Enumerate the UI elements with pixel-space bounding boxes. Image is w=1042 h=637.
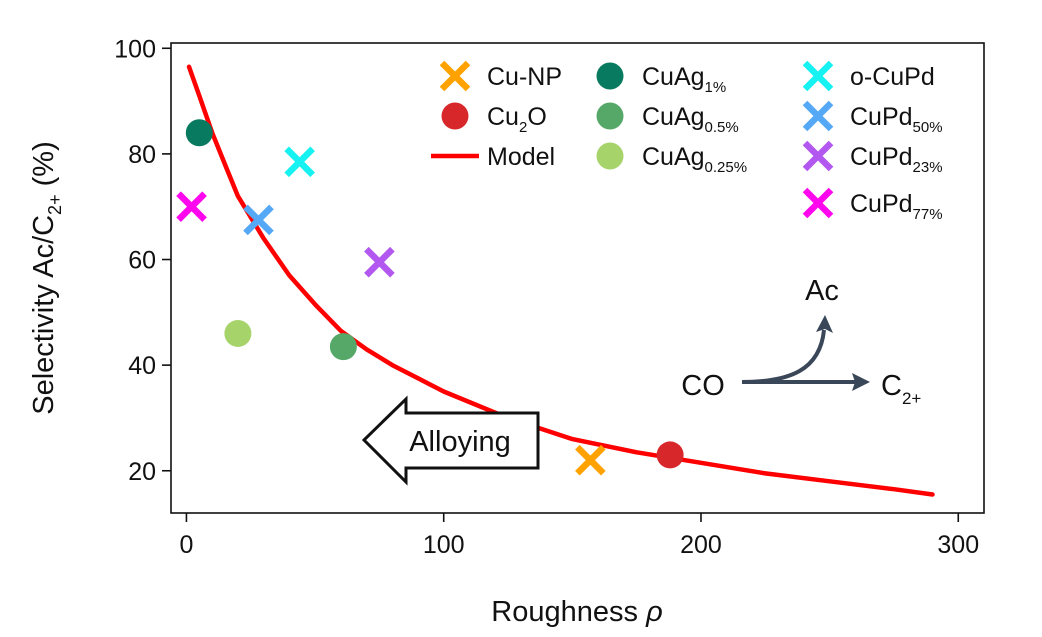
legend-marker-circle <box>596 142 624 170</box>
reaction-c2-label: C2+ <box>881 370 921 408</box>
legend-marker-circle <box>441 102 469 130</box>
reaction-arrow-up <box>741 329 826 384</box>
legend-item: CuAg0.25% <box>596 142 747 176</box>
annotations: Alloying CO Ac C2+ <box>361 275 921 486</box>
alloying-arrow <box>361 395 540 486</box>
data-point-cu2o <box>656 441 684 469</box>
model-curve <box>186 64 935 497</box>
legend-item: o-CuPd <box>802 60 935 92</box>
legend-label: CuPd50% <box>850 103 943 136</box>
plot-frame <box>170 42 985 514</box>
legend-marker-x <box>439 60 471 92</box>
legend-marker-x <box>802 140 834 172</box>
legend-label: CuAg0.5% <box>642 103 739 136</box>
legend-label: CuAg0.25% <box>642 143 747 176</box>
reaction-arrowhead-up <box>816 315 833 333</box>
x-tick-label: 200 <box>680 531 722 559</box>
x-axis-label: Roughness ρ <box>491 596 662 628</box>
data-point-cupd23 <box>364 246 395 278</box>
x-tick-label: 0 <box>179 531 193 559</box>
legend-label: CuPd23% <box>850 143 943 176</box>
x-tick-label: 300 <box>937 531 979 559</box>
legend-item: Model <box>431 143 555 171</box>
legend-label: Cu2O <box>487 103 547 136</box>
legend-label: o-CuPd <box>850 63 935 91</box>
y-tick-label: 80 <box>128 141 156 169</box>
legend-label: Model <box>487 143 555 171</box>
legend-label: Cu-NP <box>487 63 562 91</box>
legend-item: CuAg0.5% <box>596 102 739 136</box>
reaction-ac-label: Ac <box>805 275 839 307</box>
data-point-cuag1 <box>185 119 213 147</box>
legend-marker-x <box>802 100 834 132</box>
legend-item: CuPd23% <box>802 140 943 176</box>
legend-item: Cu-NP <box>439 60 562 92</box>
legend-item: CuPd77% <box>802 187 943 223</box>
data-point-cuag0-5 <box>329 333 357 361</box>
reaction-co-label: CO <box>681 370 725 402</box>
reaction-arrowhead-right <box>852 373 870 391</box>
data-point-cupd77 <box>176 191 207 223</box>
y-tick-label: 60 <box>128 247 156 275</box>
legend-item: CuPd50% <box>802 100 943 136</box>
data-point-cupd50 <box>243 204 274 236</box>
y-tick-label: 20 <box>128 458 156 486</box>
data-point-o-cupd <box>284 146 315 178</box>
legend: Cu-NP Cu2O Model CuAg1% CuAg0.5% CuAg0.25% o-C… <box>431 60 943 223</box>
data-point-cuag0-25 <box>224 319 252 347</box>
data-points <box>176 119 684 476</box>
y-tick-label: 40 <box>128 352 156 380</box>
y-axis-label: Selectivity Ac/C2+ (%) <box>28 141 65 415</box>
legend-item: Cu2O <box>441 102 547 136</box>
legend-marker-circle <box>596 62 624 90</box>
legend-item: CuAg1% <box>596 62 726 96</box>
data-point-cu-np <box>575 444 606 476</box>
y-tick-label: 100 <box>114 35 156 63</box>
legend-marker-x <box>802 60 834 92</box>
alloying-label: Alloying <box>409 426 511 458</box>
legend-marker-circle <box>596 102 624 130</box>
x-tick-label: 100 <box>423 531 465 559</box>
legend-label: CuAg1% <box>642 63 726 96</box>
legend-marker-x <box>802 187 834 219</box>
axis-ticks: 0 100 200 300 20 40 60 80 100 <box>114 35 979 559</box>
legend-label: CuPd77% <box>850 190 943 223</box>
model-layer <box>186 64 935 497</box>
